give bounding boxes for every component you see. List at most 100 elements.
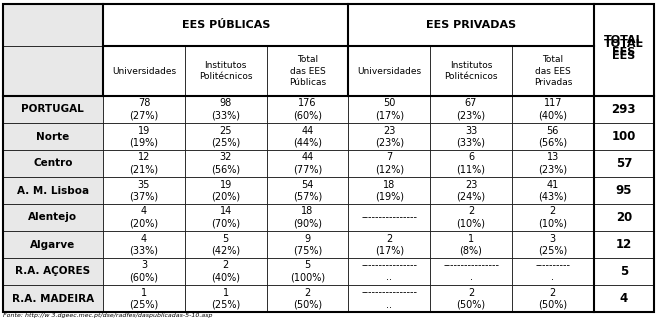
Bar bbox=[430, 204, 512, 231]
Bar bbox=[185, 150, 266, 177]
Bar bbox=[348, 231, 430, 258]
Bar bbox=[594, 150, 654, 177]
Text: Fonte: http://w 3.dgeec.mec.pt/dse/radfes/daspublicadas-5-10.asp: Fonte: http://w 3.dgeec.mec.pt/dse/radfe… bbox=[3, 313, 212, 318]
Bar bbox=[185, 123, 266, 150]
Bar bbox=[3, 123, 103, 150]
Bar bbox=[3, 46, 103, 96]
Text: 1
(25%): 1 (25%) bbox=[129, 288, 159, 310]
Bar bbox=[348, 258, 430, 285]
Text: 67
(23%): 67 (23%) bbox=[457, 98, 485, 120]
Text: 33
(33%): 33 (33%) bbox=[457, 125, 485, 147]
Text: 19
(19%): 19 (19%) bbox=[129, 125, 158, 147]
Text: 4: 4 bbox=[620, 292, 628, 305]
Text: 18
(19%): 18 (19%) bbox=[375, 180, 403, 201]
Text: 98
(33%): 98 (33%) bbox=[211, 98, 240, 120]
Bar bbox=[185, 258, 266, 285]
Bar bbox=[266, 96, 348, 123]
Text: 18
(90%): 18 (90%) bbox=[293, 207, 322, 229]
Bar bbox=[266, 150, 348, 177]
Text: R.A. MADEIRA: R.A. MADEIRA bbox=[12, 293, 94, 303]
Text: 293: 293 bbox=[611, 103, 636, 116]
Bar bbox=[594, 285, 654, 312]
Bar bbox=[594, 96, 654, 123]
Text: Alentejo: Alentejo bbox=[28, 213, 77, 222]
Text: 56
(56%): 56 (56%) bbox=[539, 125, 567, 147]
Text: 41
(43%): 41 (43%) bbox=[539, 180, 567, 201]
Text: 3
(25%): 3 (25%) bbox=[538, 234, 567, 256]
Bar bbox=[512, 285, 594, 312]
Bar bbox=[266, 231, 348, 258]
Text: 13
(23%): 13 (23%) bbox=[539, 153, 567, 174]
Bar bbox=[103, 177, 185, 204]
Text: 2
(10%): 2 (10%) bbox=[457, 207, 485, 229]
Bar bbox=[430, 177, 512, 204]
Text: 117
(40%): 117 (40%) bbox=[539, 98, 567, 120]
Bar bbox=[103, 46, 185, 96]
Bar bbox=[266, 46, 348, 96]
Text: 176
(60%): 176 (60%) bbox=[293, 98, 322, 120]
Text: Universidades: Universidades bbox=[358, 66, 421, 75]
Text: 4
(33%): 4 (33%) bbox=[129, 234, 158, 256]
Bar bbox=[430, 150, 512, 177]
Text: 23
(24%): 23 (24%) bbox=[457, 180, 485, 201]
Text: 7
(12%): 7 (12%) bbox=[375, 153, 404, 174]
Text: 44
(44%): 44 (44%) bbox=[293, 125, 322, 147]
Bar bbox=[3, 231, 103, 258]
Bar bbox=[512, 96, 594, 123]
Text: 12: 12 bbox=[616, 238, 632, 251]
Text: Norte: Norte bbox=[36, 132, 70, 141]
Bar bbox=[430, 123, 512, 150]
Bar bbox=[348, 150, 430, 177]
Bar bbox=[512, 177, 594, 204]
Bar bbox=[430, 231, 512, 258]
Text: 3
(60%): 3 (60%) bbox=[129, 261, 158, 283]
Text: Centro: Centro bbox=[33, 159, 73, 168]
Bar bbox=[103, 285, 185, 312]
Text: 54
(57%): 54 (57%) bbox=[293, 180, 322, 201]
Bar bbox=[3, 285, 103, 312]
Text: 2
(17%): 2 (17%) bbox=[375, 234, 404, 256]
Text: Institutos
Politécnicos: Institutos Politécnicos bbox=[444, 61, 498, 81]
Bar bbox=[348, 123, 430, 150]
Bar bbox=[266, 123, 348, 150]
Bar bbox=[3, 204, 103, 231]
Bar bbox=[103, 96, 185, 123]
Text: 44
(77%): 44 (77%) bbox=[293, 153, 322, 174]
Bar bbox=[594, 204, 654, 231]
Bar bbox=[348, 285, 430, 312]
Bar bbox=[185, 285, 266, 312]
Text: 32
(56%): 32 (56%) bbox=[211, 153, 240, 174]
Text: PORTUGAL: PORTUGAL bbox=[22, 105, 84, 114]
Bar bbox=[103, 231, 185, 258]
Bar bbox=[185, 96, 266, 123]
Text: 5
(42%): 5 (42%) bbox=[211, 234, 240, 256]
Text: 12
(21%): 12 (21%) bbox=[129, 153, 159, 174]
Bar bbox=[3, 177, 103, 204]
Text: ----------------: ---------------- bbox=[361, 213, 417, 222]
Bar bbox=[348, 204, 430, 231]
Bar bbox=[266, 204, 348, 231]
Bar bbox=[348, 177, 430, 204]
Text: 19
(20%): 19 (20%) bbox=[211, 180, 240, 201]
Bar bbox=[512, 46, 594, 96]
Text: EES PÚBLICAS: EES PÚBLICAS bbox=[182, 20, 270, 30]
Text: 2
(10%): 2 (10%) bbox=[539, 207, 567, 229]
Text: ----------------
.: ---------------- . bbox=[443, 261, 499, 283]
Text: ----------------
..: ---------------- .. bbox=[361, 261, 417, 283]
Text: TOTAL
EES: TOTAL EES bbox=[604, 35, 644, 57]
Bar bbox=[594, 258, 654, 285]
Text: 1
(25%): 1 (25%) bbox=[211, 288, 240, 310]
Text: Universidades: Universidades bbox=[112, 66, 176, 75]
Bar bbox=[594, 123, 654, 150]
Bar bbox=[430, 258, 512, 285]
Bar bbox=[103, 4, 348, 46]
Text: ----------------
..: ---------------- .. bbox=[361, 288, 417, 310]
Text: 9
(75%): 9 (75%) bbox=[293, 234, 322, 256]
Bar bbox=[103, 123, 185, 150]
Bar bbox=[348, 96, 430, 123]
Text: Institutos
Politécnicos: Institutos Politécnicos bbox=[199, 61, 253, 81]
Bar bbox=[348, 46, 430, 96]
Text: 14
(70%): 14 (70%) bbox=[211, 207, 240, 229]
Bar bbox=[3, 258, 103, 285]
Text: 50
(17%): 50 (17%) bbox=[375, 98, 404, 120]
